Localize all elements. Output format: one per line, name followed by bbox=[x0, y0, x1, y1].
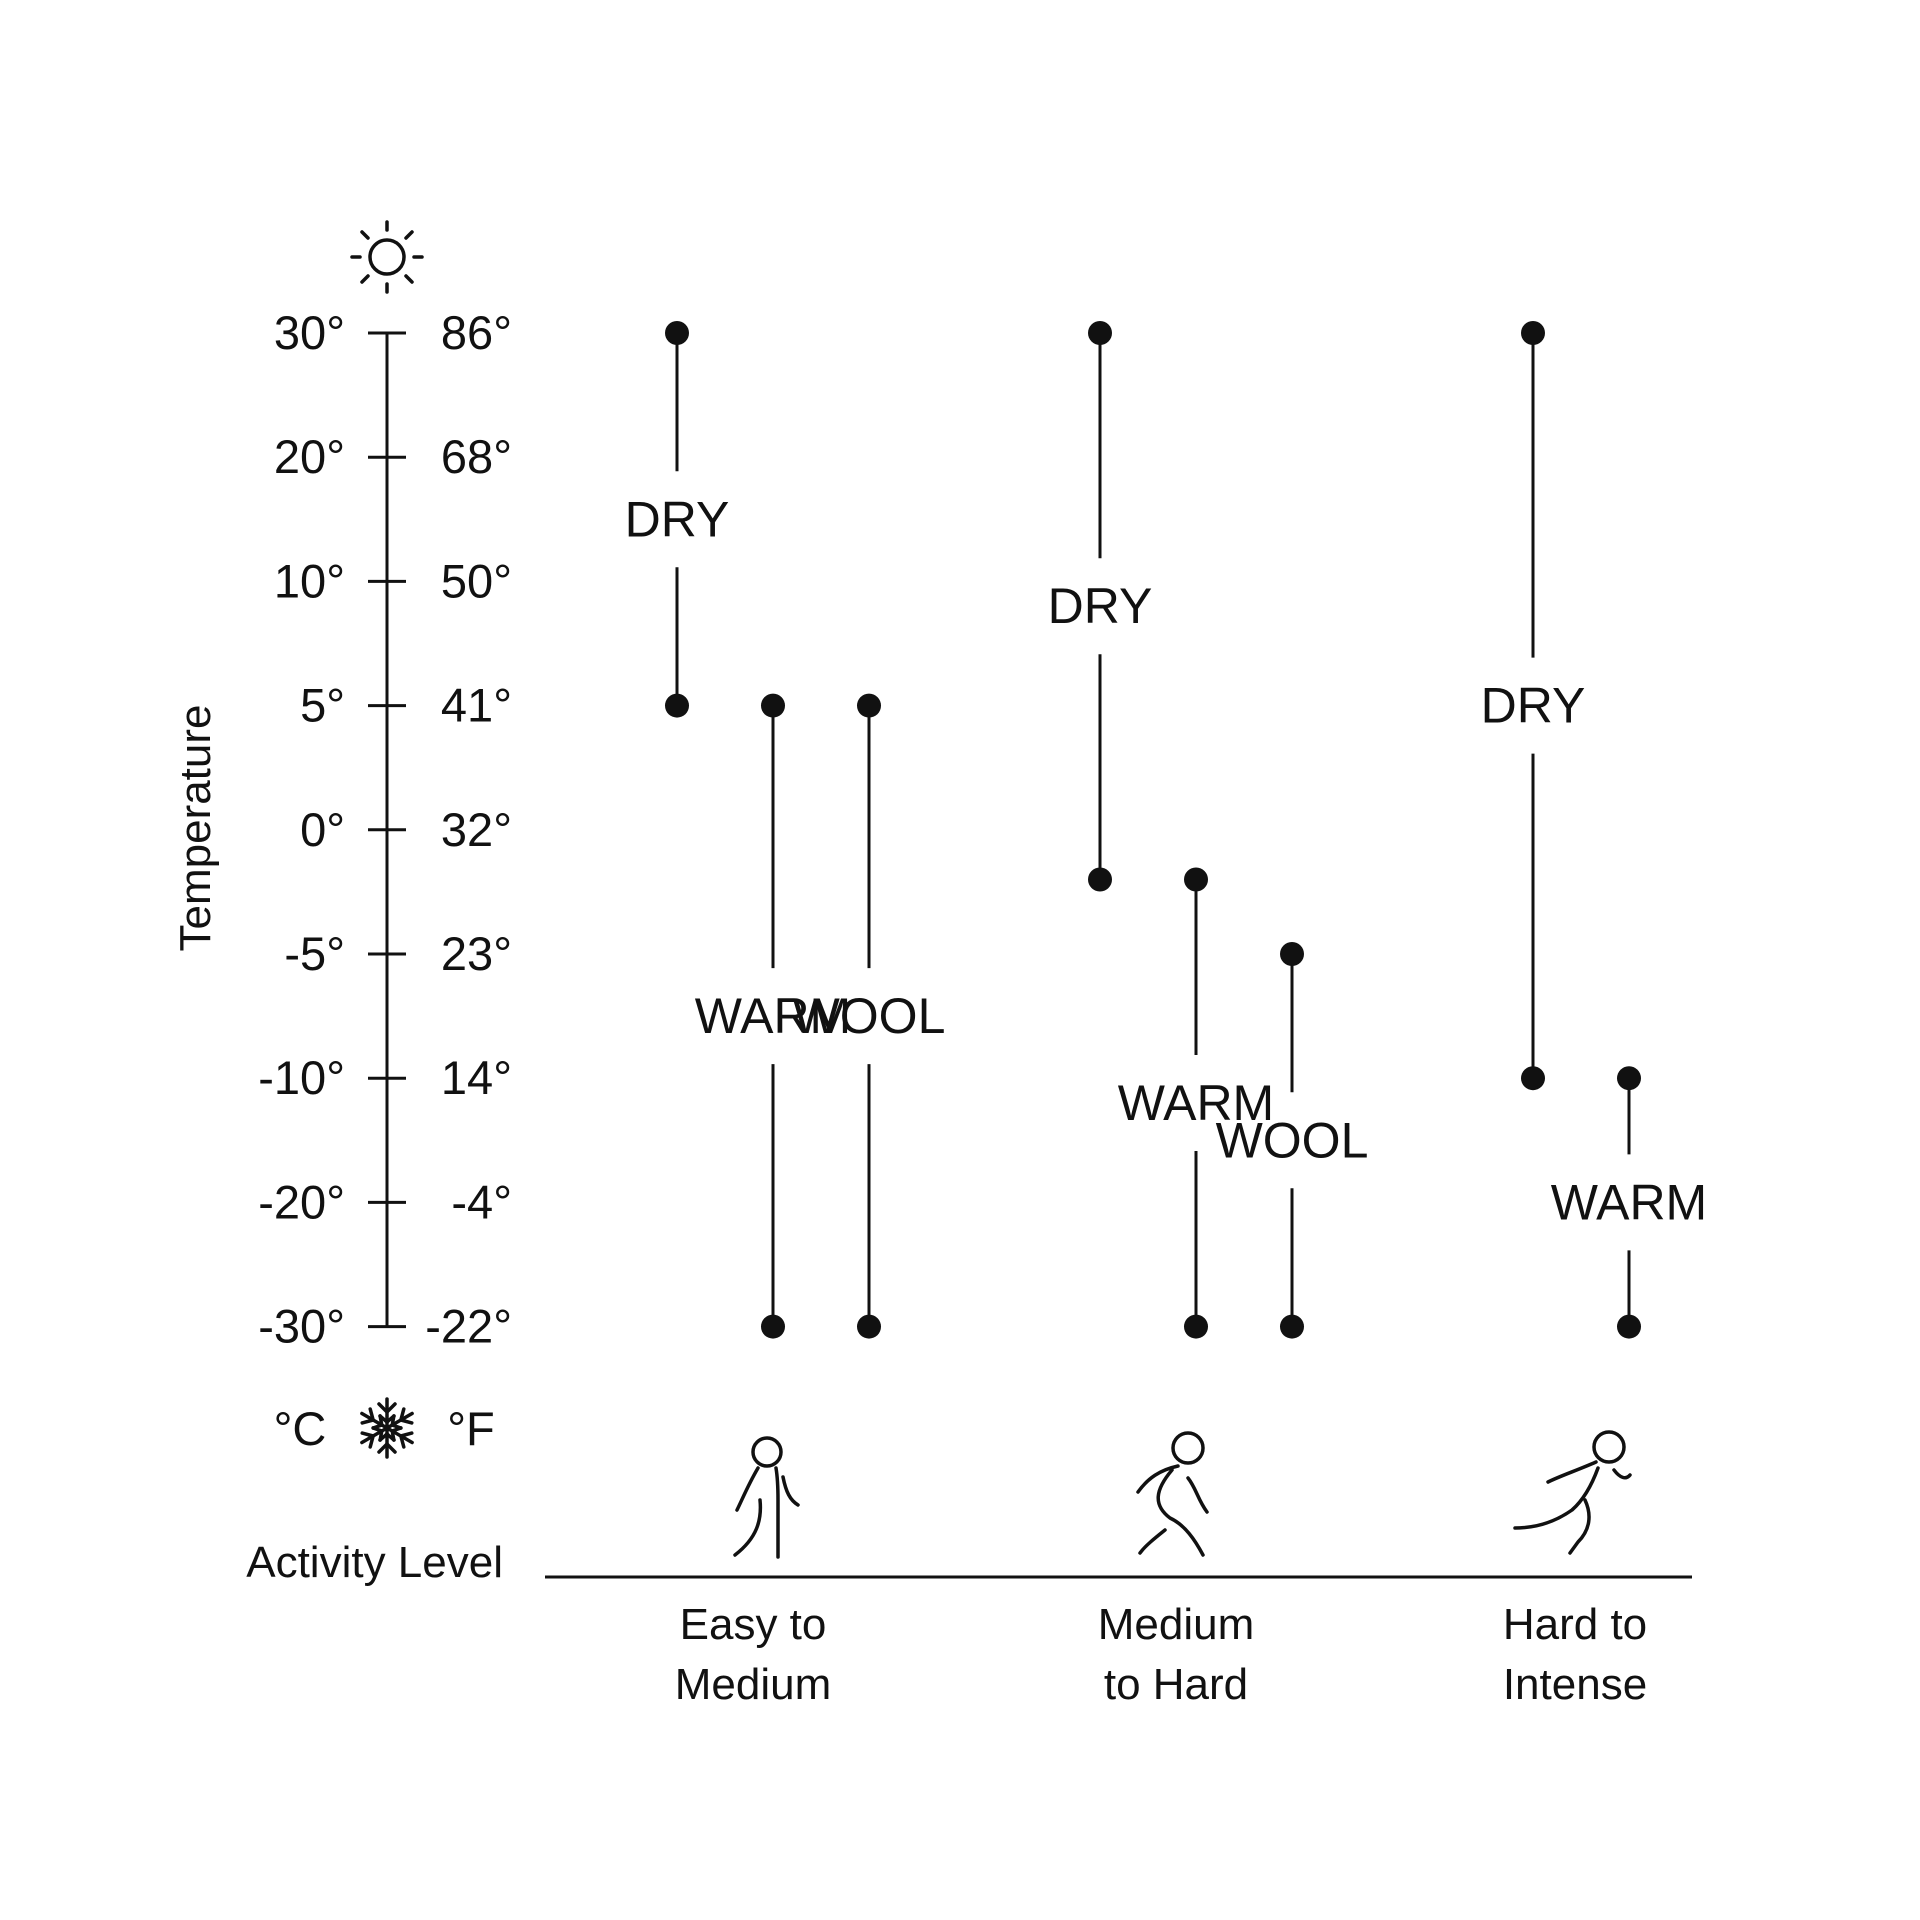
celsius-tick-label: 20° bbox=[274, 430, 345, 483]
range-label: DRY bbox=[1048, 578, 1153, 634]
category-group: DRY WARM bbox=[1481, 321, 1707, 1339]
range-label: DRY bbox=[625, 491, 730, 547]
range-max-dot bbox=[1521, 321, 1545, 345]
range-min-dot bbox=[1184, 1314, 1208, 1339]
fahrenheit-unit-label: °F bbox=[447, 1402, 495, 1455]
celsius-tick-label: -20° bbox=[258, 1175, 345, 1228]
range-min-dot bbox=[1088, 867, 1112, 892]
celsius-tick-label: -5° bbox=[284, 927, 345, 980]
range-max-dot bbox=[1088, 321, 1112, 345]
range-label: WARM bbox=[1118, 1075, 1274, 1131]
fahrenheit-tick-label: 14° bbox=[441, 1051, 512, 1104]
celsius-tick-label: 0° bbox=[300, 803, 345, 856]
sun-icon bbox=[350, 220, 424, 294]
temperature-ticks: 30° 86° 20° 68° 10° 50° 5° 41° 0° 32° -5° 23° -10° 14… bbox=[258, 306, 512, 1353]
category-label: Medium to Hard bbox=[1098, 1600, 1255, 1709]
celsius-tick-label: 30° bbox=[274, 306, 345, 359]
range-max-dot bbox=[1184, 867, 1208, 892]
fahrenheit-tick-label: 23° bbox=[441, 927, 512, 980]
range-max-dot bbox=[1280, 942, 1304, 966]
range-min-dot bbox=[665, 693, 689, 718]
range-min-dot bbox=[1521, 1066, 1545, 1091]
celsius-tick-label: 5° bbox=[300, 679, 345, 732]
fahrenheit-tick-label: 50° bbox=[441, 554, 512, 607]
fahrenheit-tick-label: 41° bbox=[441, 679, 512, 732]
range-label: WARM bbox=[695, 988, 851, 1044]
category-label: Easy to Medium bbox=[675, 1600, 832, 1709]
celsius-tick-label: -30° bbox=[258, 1300, 345, 1353]
snowflake-icon bbox=[356, 1397, 418, 1459]
fahrenheit-tick-label: 32° bbox=[441, 803, 512, 856]
x-axis-label: Activity Level bbox=[246, 1538, 503, 1587]
range-min-dot bbox=[761, 1314, 785, 1339]
sprinting-person-icon bbox=[1513, 1430, 1632, 1555]
range-min-dot bbox=[1617, 1314, 1641, 1339]
jogging-person-icon bbox=[1136, 1431, 1209, 1557]
range-label: WOOL bbox=[1216, 1112, 1369, 1168]
range-label: WARM bbox=[1551, 1174, 1707, 1230]
fahrenheit-tick-label: 86° bbox=[441, 306, 512, 359]
activity-axis: Easy to Medium Medium to Hard Hard to Intense bbox=[545, 1575, 1692, 1709]
range-max-dot bbox=[1617, 1066, 1641, 1091]
fahrenheit-tick-label: 68° bbox=[441, 430, 512, 483]
range-min-dot bbox=[857, 1314, 881, 1339]
range-label: WOOL bbox=[793, 988, 946, 1044]
y-axis-label: Temperature bbox=[171, 704, 220, 951]
celsius-tick-label: 10° bbox=[274, 554, 345, 607]
fahrenheit-tick-label: -4° bbox=[451, 1175, 512, 1228]
range-min-dot bbox=[1280, 1314, 1304, 1339]
walking-person-icon bbox=[733, 1436, 800, 1559]
celsius-unit-label: °C bbox=[274, 1402, 327, 1455]
range-max-dot bbox=[665, 321, 689, 345]
range-label: DRY bbox=[1481, 678, 1586, 734]
category-label: Hard to Intense bbox=[1503, 1600, 1647, 1709]
fahrenheit-tick-label: -22° bbox=[425, 1300, 512, 1353]
range-max-dot bbox=[761, 693, 785, 718]
range-max-dot bbox=[857, 693, 881, 718]
celsius-tick-label: -10° bbox=[258, 1051, 345, 1104]
